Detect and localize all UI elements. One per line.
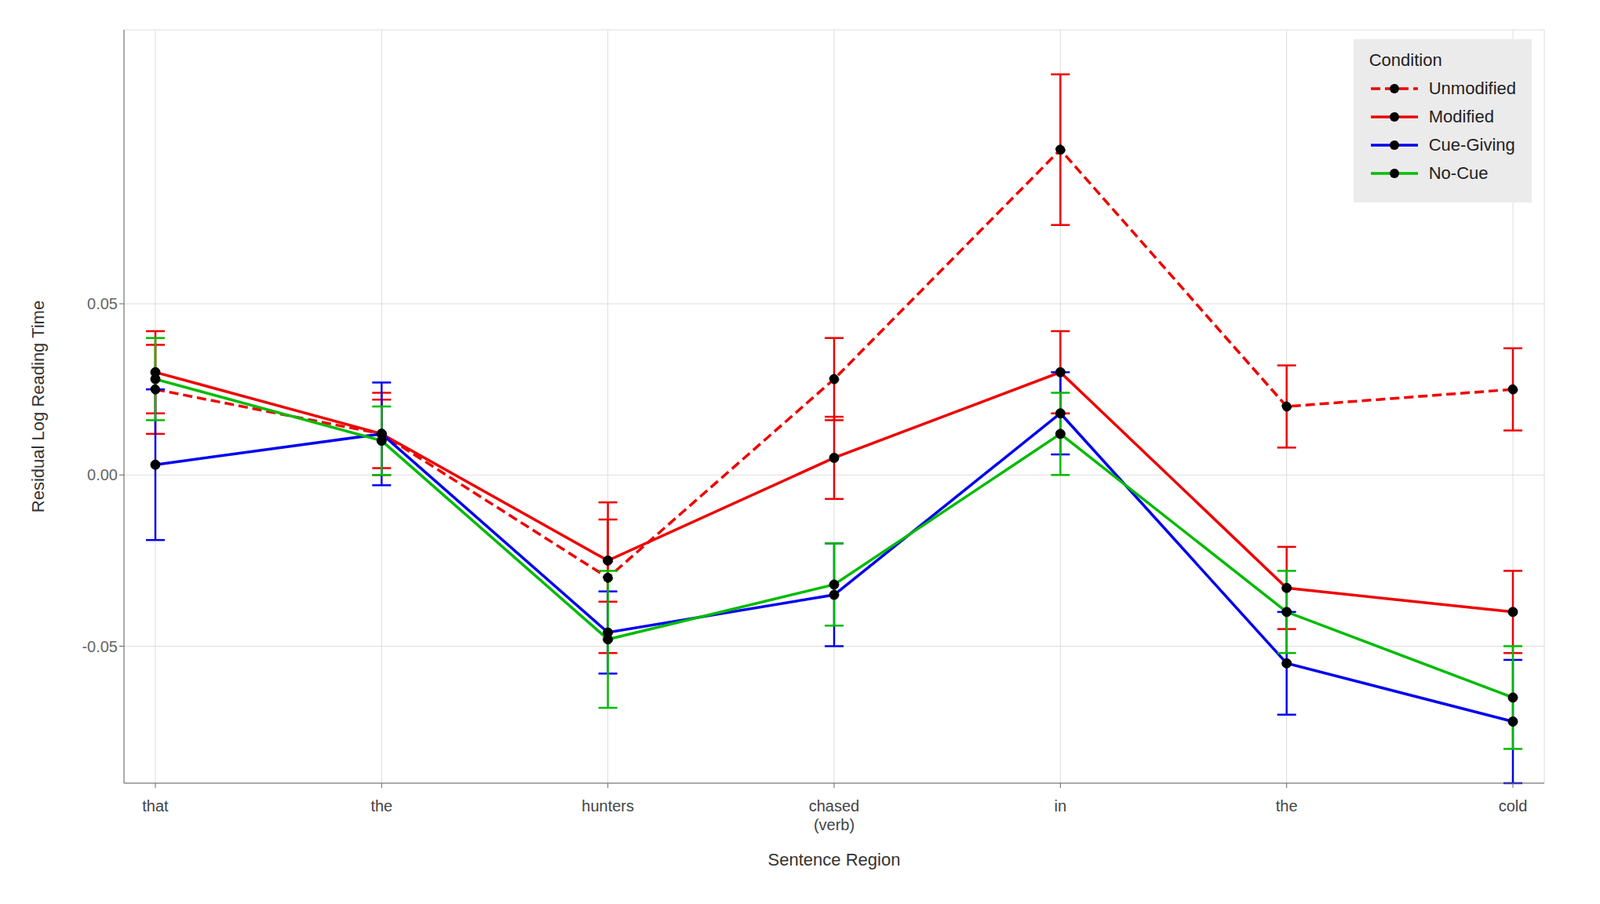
svg-text:chased(verb): chased(verb) [809, 797, 861, 834]
html-text:No-Cue: No-Cue [1428, 163, 1489, 183]
svg-text:in: in [1054, 797, 1068, 815]
svg-text:0.05: 0.05 [87, 295, 118, 313]
html-text:Unmodified: Unmodified [1428, 78, 1517, 99]
svg-text:Sentence Region: Sentence Region [768, 849, 901, 870]
svg-text:that: that [142, 797, 169, 815]
svg-text:Residual Log Reading Time: Residual Log Reading Time [28, 300, 48, 513]
svg-text:0.00: 0.00 [87, 466, 118, 484]
svg-text:hunters: hunters [581, 797, 635, 815]
svg-text:-0.05: -0.05 [81, 637, 118, 656]
html-text:Condition: Condition [1369, 50, 1443, 70]
svg-text:the: the [1275, 797, 1298, 815]
html-text:Cue-Giving: Cue-Giving [1428, 134, 1516, 155]
html-text:Modified: Modified [1428, 106, 1494, 127]
svg-text:the: the [370, 797, 393, 815]
svg-text:cold: cold [1498, 797, 1528, 815]
